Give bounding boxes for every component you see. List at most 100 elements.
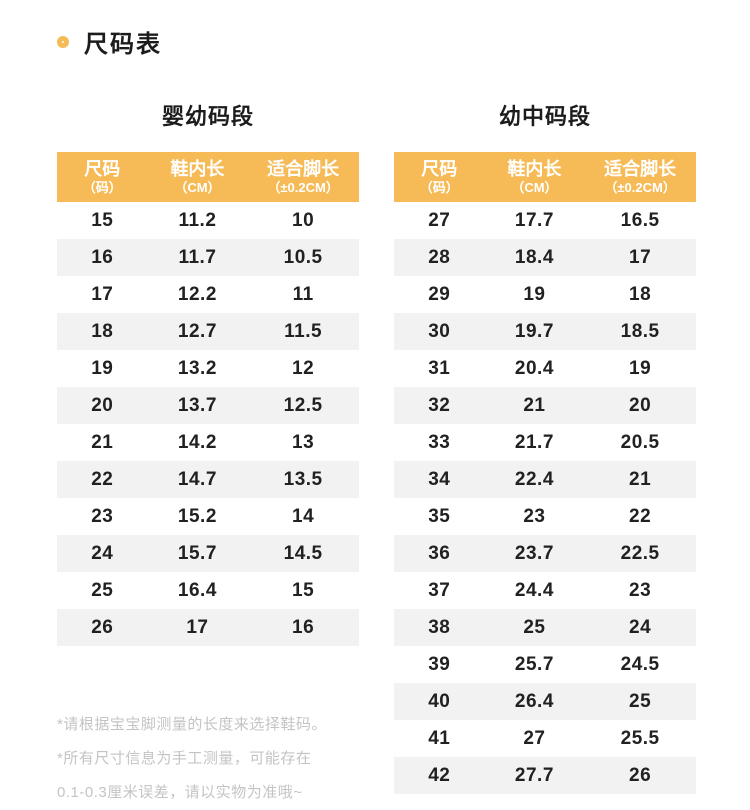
cell-size-code: 33 xyxy=(428,431,451,453)
header-foot-length: 适合脚长 （±0.2CM） xyxy=(247,159,359,195)
table-row: 24 15.7 14.5 xyxy=(57,535,359,572)
cell-inner-length: 17.7 xyxy=(514,209,554,231)
footnotes: *请根据宝宝脚测量的长度来选择鞋码。 *所有尺寸信息为手工测量，可能存在 0.1… xyxy=(57,708,359,810)
cell-foot-length: 17 xyxy=(629,246,652,268)
cell-inner-length: 11.7 xyxy=(178,246,217,268)
cell-foot-length: 15 xyxy=(292,579,315,601)
header-inner-length-main: 鞋内长 xyxy=(507,159,562,179)
cell-inner-length: 24.4 xyxy=(514,579,554,601)
cell-foot-length: 22 xyxy=(629,505,652,527)
cell-size-code: 42 xyxy=(428,764,451,786)
header-size-code-main: 尺码 xyxy=(421,159,458,179)
cell-inner-length: 25.7 xyxy=(514,653,554,675)
table-body-toddler: 27 17.7 16.5 28 18.4 17 29 19 18 30 19.7 18.5 31 20.4… xyxy=(394,202,696,794)
bullet-ring-icon xyxy=(57,35,69,48)
table-row: 33 21.7 20.5 xyxy=(394,424,696,461)
cell-size-code: 30 xyxy=(428,320,451,342)
cell-inner-length: 20.4 xyxy=(514,357,554,379)
footnote-line: *请根据宝宝脚测量的长度来选择鞋码。 xyxy=(57,716,327,733)
header-inner-length: 鞋内长 （CM） xyxy=(148,159,248,195)
cell-foot-length: 24.5 xyxy=(620,653,660,675)
table-title-infant: 婴幼码段 xyxy=(161,104,254,129)
size-table-infant: 婴幼码段 尺码 （码） 鞋内长 （CM） 适合脚长 （±0.2CM） 15 11.… xyxy=(57,99,359,810)
cell-size-code: 21 xyxy=(91,431,114,453)
header-inner-length: 鞋内长 （CM） xyxy=(485,159,585,195)
page-title: 尺码表 xyxy=(84,31,162,58)
cell-inner-length: 17 xyxy=(186,616,209,638)
cell-inner-length: 21.7 xyxy=(514,431,554,453)
table-header-infant: 尺码 （码） 鞋内长 （CM） 适合脚长 （±0.2CM） xyxy=(57,152,359,202)
cell-foot-length: 20.5 xyxy=(620,431,660,453)
cell-inner-length: 27 xyxy=(523,727,546,749)
header-inner-length-sub: （CM） xyxy=(511,180,558,195)
cell-size-code: 22 xyxy=(91,468,114,490)
table-title-toddler: 幼中码段 xyxy=(498,104,591,129)
table-row: 20 13.7 12.5 xyxy=(57,387,359,424)
cell-size-code: 32 xyxy=(428,394,451,416)
table-header-toddler: 尺码 （码） 鞋内长 （CM） 适合脚长 （±0.2CM） xyxy=(394,152,696,202)
cell-size-code: 25 xyxy=(91,579,114,601)
cell-foot-length: 12 xyxy=(292,357,315,379)
footnote-line: 0.1-0.3厘米误差，请以实物为准哦~ xyxy=(57,784,303,801)
table-row: 29 19 18 xyxy=(394,276,696,313)
cell-foot-length: 10 xyxy=(292,209,315,231)
cell-inner-length: 22.4 xyxy=(514,468,554,490)
header-foot-length-main: 适合脚长 xyxy=(604,159,677,179)
cell-inner-length: 23.7 xyxy=(514,542,554,564)
cell-size-code: 36 xyxy=(428,542,451,564)
cell-size-code: 20 xyxy=(91,394,114,416)
footnote-line: *所有尺寸信息为手工测量，可能存在 xyxy=(57,750,312,767)
cell-inner-length: 19.7 xyxy=(514,320,554,342)
table-row: 37 24.4 23 xyxy=(394,572,696,609)
header-foot-length-sub: （±0.2CM） xyxy=(267,180,339,195)
header-inner-length-sub: （CM） xyxy=(174,180,221,195)
table-row: 36 23.7 22.5 xyxy=(394,535,696,572)
cell-inner-length: 25 xyxy=(523,616,546,638)
cell-size-code: 37 xyxy=(428,579,451,601)
cell-foot-length: 18 xyxy=(629,283,652,305)
cell-foot-length: 14 xyxy=(292,505,315,527)
table-body-infant: 15 11.2 10 16 11.7 10.5 17 12.2 11 18 12.7 11.5 19 13… xyxy=(57,202,359,646)
tables-container: 婴幼码段 尺码 （码） 鞋内长 （CM） 适合脚长 （±0.2CM） 15 11.… xyxy=(0,99,750,810)
table-row: 21 14.2 13 xyxy=(57,424,359,461)
cell-foot-length: 25 xyxy=(629,690,652,712)
cell-inner-length: 11.2 xyxy=(178,209,217,231)
header-foot-length-sub: （±0.2CM） xyxy=(604,180,676,195)
header-size-code-sub: （码） xyxy=(82,180,122,195)
cell-size-code: 17 xyxy=(91,283,114,305)
cell-foot-length: 19 xyxy=(629,357,652,379)
header-foot-length-main: 适合脚长 xyxy=(267,159,340,179)
table-row: 23 15.2 14 xyxy=(57,498,359,535)
cell-size-code: 15 xyxy=(91,209,114,231)
cell-size-code: 38 xyxy=(428,616,451,638)
header-size-code: 尺码 （码） xyxy=(57,159,148,195)
cell-size-code: 27 xyxy=(428,209,451,231)
cell-inner-length: 27.7 xyxy=(514,764,554,786)
cell-foot-length: 14.5 xyxy=(283,542,323,564)
size-table-toddler: 幼中码段 尺码 （码） 鞋内长 （CM） 适合脚长 （±0.2CM） 27 17.… xyxy=(394,99,696,810)
table-row: 38 25 24 xyxy=(394,609,696,646)
cell-size-code: 26 xyxy=(91,616,114,638)
cell-size-code: 19 xyxy=(91,357,114,379)
table-row: 28 18.4 17 xyxy=(394,239,696,276)
cell-foot-length: 11 xyxy=(292,283,314,305)
cell-foot-length: 12.5 xyxy=(283,394,323,416)
section-header: 尺码表 xyxy=(57,24,750,59)
header-size-code: 尺码 （码） xyxy=(394,159,485,195)
header-foot-length: 适合脚长 （±0.2CM） xyxy=(584,159,696,195)
cell-foot-length: 13 xyxy=(292,431,315,453)
table-row: 30 19.7 18.5 xyxy=(394,313,696,350)
cell-size-code: 16 xyxy=(91,246,114,268)
cell-inner-length: 12.7 xyxy=(177,320,217,342)
cell-size-code: 40 xyxy=(428,690,451,712)
cell-inner-length: 12.2 xyxy=(177,283,217,305)
table-row: 41 27 25.5 xyxy=(394,720,696,757)
cell-inner-length: 14.7 xyxy=(177,468,217,490)
cell-foot-length: 16 xyxy=(292,616,315,638)
table-row: 31 20.4 19 xyxy=(394,350,696,387)
cell-inner-length: 19 xyxy=(523,283,546,305)
table-row: 39 25.7 24.5 xyxy=(394,646,696,683)
cell-size-code: 23 xyxy=(91,505,114,527)
table-row: 15 11.2 10 xyxy=(57,202,359,239)
table-row: 26 17 16 xyxy=(57,609,359,646)
